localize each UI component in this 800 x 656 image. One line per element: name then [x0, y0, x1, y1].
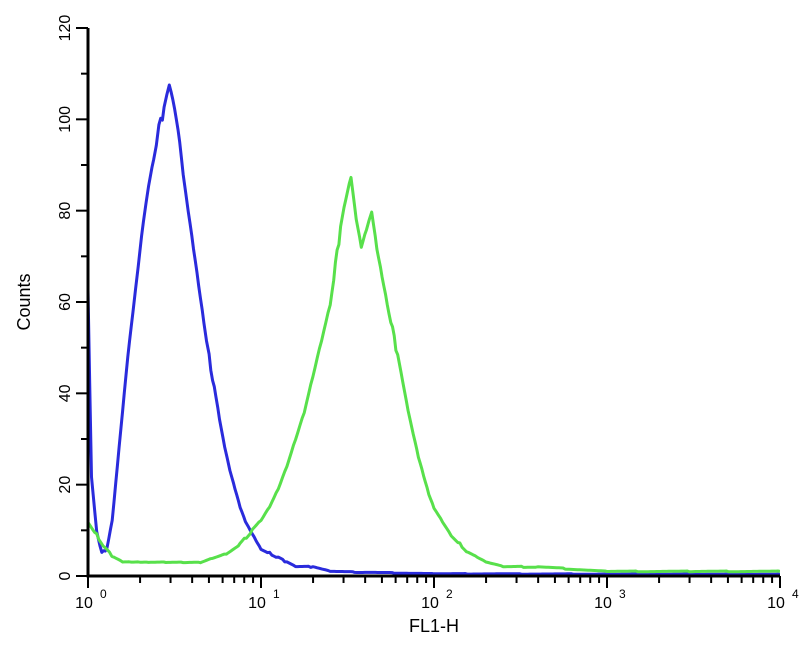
ytick-label: 20 — [57, 476, 74, 494]
ytick-label: 0 — [57, 571, 74, 580]
svg-text:10: 10 — [767, 595, 785, 612]
ytick-label: 40 — [57, 384, 74, 402]
svg-text:10: 10 — [594, 595, 612, 612]
ytick-label: 120 — [57, 15, 74, 42]
svg-text:10: 10 — [248, 595, 266, 612]
svg-text:0: 0 — [100, 587, 107, 601]
ytick-label: 60 — [57, 293, 74, 311]
ytick-label: 100 — [57, 106, 74, 133]
svg-text:4: 4 — [792, 587, 799, 601]
svg-text:3: 3 — [619, 587, 626, 601]
ytick-label: 80 — [57, 202, 74, 220]
svg-text:2: 2 — [446, 587, 453, 601]
x-axis-label: FL1-H — [409, 616, 459, 636]
svg-text:10: 10 — [421, 595, 439, 612]
svg-text:1: 1 — [273, 587, 280, 601]
svg-text:10: 10 — [75, 595, 93, 612]
y-axis-label: Counts — [14, 273, 34, 330]
chart-svg: 020406080100120Counts100101102103104FL1-… — [0, 0, 800, 656]
flow-cytometry-chart: 020406080100120Counts100101102103104FL1-… — [0, 0, 800, 656]
